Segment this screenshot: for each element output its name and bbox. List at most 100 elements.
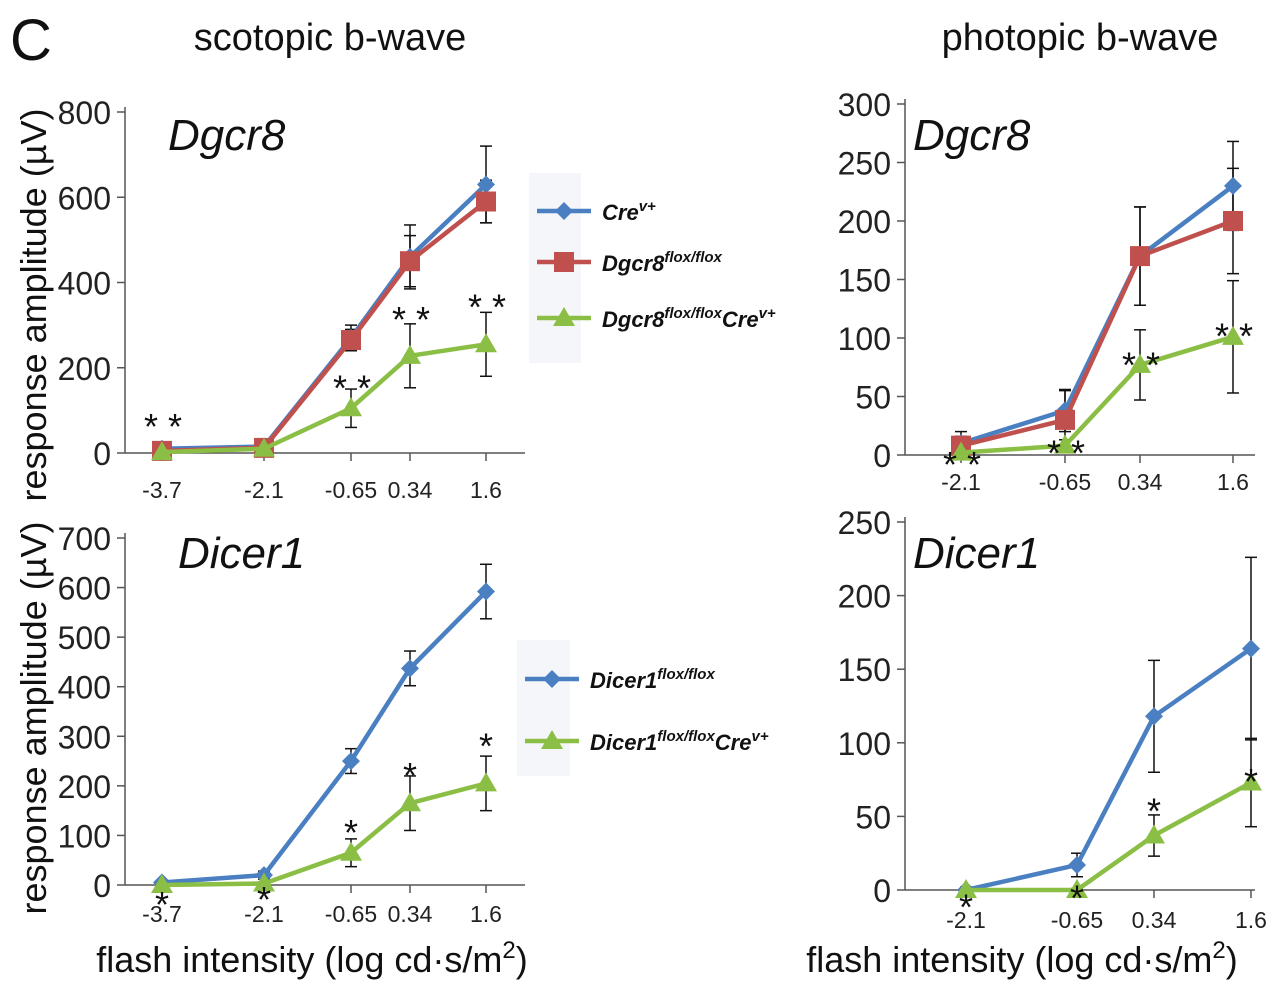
series-line <box>966 649 1251 890</box>
significance-asterisk: * <box>1071 432 1085 473</box>
y-tick-label: 100 <box>58 818 111 854</box>
x-tick-label: -0.65 <box>325 901 377 927</box>
significance-asterisk: * <box>479 725 493 766</box>
x-tick-label: 0.34 <box>388 901 433 927</box>
legend-2: Dicer1flox/flox Dicer1flox/floxCrev+ <box>517 640 769 776</box>
x-tick-label: 1.6 <box>1235 907 1267 933</box>
plots-layer: 0200400600800-3.7 -2.1 -0.65 0.34 1.6Dgcr8* *… <box>58 87 1267 933</box>
panel-letter: C <box>10 8 52 73</box>
x-tick-label: -2.1 <box>244 477 284 503</box>
x-axis-label-superscript: 2 <box>502 937 515 964</box>
legend-entry: Dgcr8flox/flox <box>537 249 723 276</box>
legend-label-tail: Cre <box>715 730 752 755</box>
chart-panel-3: 0 100 200 300 400 500 600 700 -3.7 -2.1 -0.65 0.34 1… <box>58 521 525 927</box>
y-tick-label: 50 <box>855 380 891 416</box>
y-axis-label-bottom: response amplitude (µV) <box>13 522 54 915</box>
y-tick-label: 50 <box>855 799 891 835</box>
y-tick-label: 200 <box>58 351 111 387</box>
significance-asterisk: * <box>1244 761 1258 802</box>
significance-asterisk: * <box>468 286 482 327</box>
chart-title: Dgcr8 <box>168 111 286 160</box>
significance-asterisk: * <box>1147 791 1161 832</box>
series-line <box>961 186 1233 443</box>
x-axis-label-text: flash intensity (log cd·s/m <box>96 939 502 980</box>
legend-label-superscript: flox/flox <box>664 249 722 266</box>
data-point <box>1055 410 1075 430</box>
y-tick-label: 500 <box>58 620 111 656</box>
x-tick-label: 1.6 <box>470 901 502 927</box>
y-tick-label: 100 <box>838 726 891 762</box>
significance-asterisk: * <box>1146 345 1160 386</box>
x-tick-label: 1.6 <box>1217 469 1249 495</box>
photopic-column-title: photopic b-wave <box>942 17 1219 59</box>
x-axis-label-left: flash intensity (log cd·s/m2) <box>96 937 528 980</box>
y-tick-label: 0 <box>93 436 111 472</box>
significance-asterisk: * <box>155 884 169 925</box>
significance-asterisk: * <box>357 367 371 408</box>
significance-asterisk: * <box>416 299 430 340</box>
legend-label-tail-superscript: v+ <box>751 728 768 745</box>
legend-label-tail: Cre <box>722 307 759 332</box>
x-axis-label-right: flash intensity (log cd·s/m2) <box>806 937 1238 980</box>
y-tick-label: 400 <box>58 670 111 706</box>
y-tick-label: 300 <box>58 719 111 755</box>
chart-title: Dicer1 <box>178 529 305 578</box>
series-line <box>966 783 1251 890</box>
legend-label-superscript: flox/flox <box>664 305 722 322</box>
y-tick-label: 700 <box>58 521 111 557</box>
y-tick-label: 250 <box>838 505 891 541</box>
significance-asterisk: * <box>1122 345 1136 386</box>
significance-asterisk: * <box>1047 432 1061 473</box>
x-tick-label: -3.7 <box>142 477 182 503</box>
data-point <box>1130 246 1150 266</box>
series-line <box>162 344 486 452</box>
x-axis-label-text: flash intensity (log cd·s/m <box>806 939 1212 980</box>
significance-asterisk: * <box>144 406 158 447</box>
y-tick-label: 150 <box>838 263 891 299</box>
significance-asterisk: * <box>959 886 973 927</box>
x-tick-label: 0.34 <box>1132 907 1177 933</box>
significance-asterisk: * <box>344 812 358 853</box>
significance-asterisk: * <box>1215 315 1229 356</box>
x-axis-label-close: ) <box>1226 939 1238 980</box>
data-point <box>476 192 496 212</box>
chart-title: Dicer1 <box>913 529 1040 578</box>
chart-panel-4: 0 50 100 150 200 250 -2.1 -0.65 0.34 1.6 Dicer1 * * *… <box>838 505 1267 933</box>
legend-background <box>517 640 570 776</box>
legend-label-base: Dgcr8 <box>602 307 665 332</box>
y-tick-label: 200 <box>838 579 891 615</box>
significance-asterisk: * <box>492 286 506 327</box>
significance-asterisk: * <box>943 444 957 485</box>
legend-label-base: Dgcr8 <box>602 251 665 276</box>
legend-label-superscript: flox/flox <box>657 666 715 683</box>
chart-panel-2: 050100150200250300-2.1 -0.65 0.34 1.6Dgcr8*… <box>838 87 1255 495</box>
legend-label: Dicer1flox/floxCrev+ <box>590 728 769 755</box>
significance-asterisk: * <box>1070 878 1084 919</box>
legend-label: Dgcr8flox/floxCrev+ <box>602 305 776 332</box>
x-axis-label-superscript: 2 <box>1212 937 1225 964</box>
significance-asterisk: * <box>1239 315 1253 356</box>
data-point <box>475 772 497 791</box>
x-tick-label: 0.34 <box>1118 469 1163 495</box>
y-tick-label: 100 <box>838 321 891 357</box>
x-axis-label-close: ) <box>516 939 528 980</box>
legends-layer: Crev+Dgcr8flox/floxDgcr8flox/floxCrev+Di… <box>517 173 776 776</box>
y-tick-label: 0 <box>873 438 891 474</box>
data-point <box>1223 211 1243 231</box>
y-tick-label: 0 <box>93 868 111 904</box>
legend-label: Dgcr8flox/flox <box>602 249 723 276</box>
significance-asterisk: * <box>257 879 271 920</box>
significance-asterisk: * <box>333 367 347 408</box>
legend-label-base: Cre <box>602 200 639 225</box>
significance-asterisk: * <box>403 755 417 796</box>
significance-asterisk: * <box>967 444 981 485</box>
y-tick-label: 600 <box>58 571 111 607</box>
x-tick-label: 1.6 <box>470 477 502 503</box>
legend-label-tail-superscript: v+ <box>759 305 776 322</box>
series-line <box>162 202 486 451</box>
legend-label: Dicer1flox/flox <box>590 666 715 693</box>
y-tick-label: 600 <box>58 180 111 216</box>
series-line <box>162 592 486 883</box>
